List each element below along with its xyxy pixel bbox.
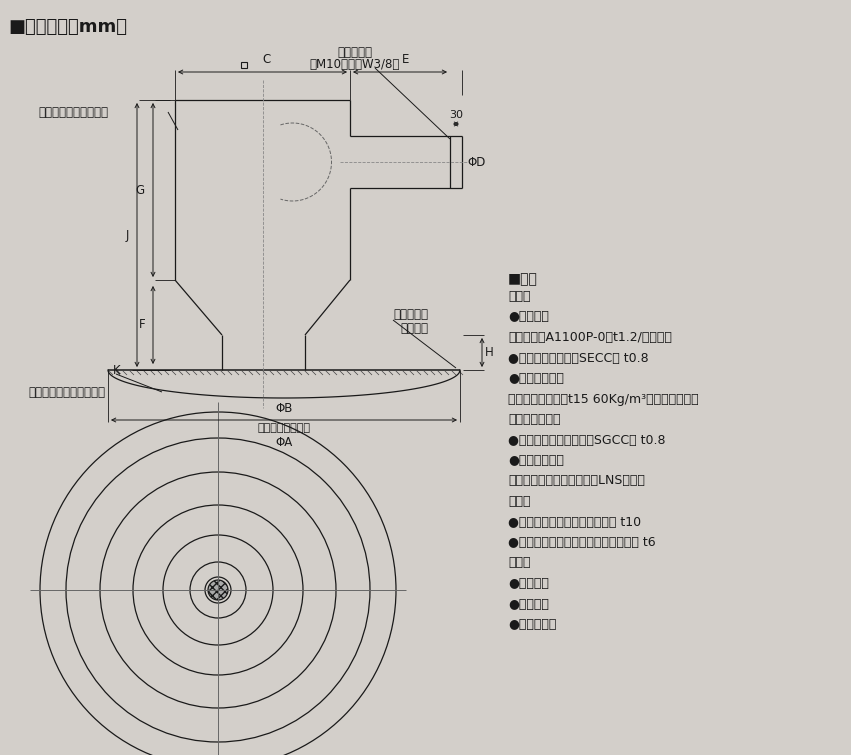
Text: K: K (112, 363, 120, 377)
Text: ΦD: ΦD (467, 156, 485, 168)
Text: アルミ（A1100P-0）t1.2/焼付塗装: アルミ（A1100P-0）t1.2/焼付塗装 (508, 331, 672, 344)
Text: ●外面：準不燃軟質ウレタンフォーム t6: ●外面：準不燃軟質ウレタンフォーム t6 (508, 536, 655, 549)
Text: 付属品: 付属品 (508, 556, 530, 569)
Text: ■仕様: ■仕様 (508, 272, 538, 286)
Text: E: E (403, 53, 409, 66)
Text: ●ケーシング：鉱板製（SGCC） t0.8: ●ケーシング：鉱板製（SGCC） t0.8 (508, 433, 665, 446)
Bar (241, 62, 247, 68)
Text: アネモ無結露丸形吹出口: アネモ無結露丸形吹出口 (28, 386, 105, 399)
Text: ●断熱カバー：: ●断熱カバー： (508, 372, 564, 385)
Text: H: H (485, 346, 494, 359)
Text: アネモ吹出チャンバー: アネモ吹出チャンバー (38, 106, 108, 119)
Circle shape (208, 580, 228, 600)
Text: （黒色）: （黒色） (400, 322, 428, 334)
Text: ローノイズシャッター（LNS）布製: ローノイズシャッター（LNS）布製 (508, 474, 645, 488)
Text: （天井開口寸法）: （天井開口寸法） (258, 423, 311, 433)
Text: 吹ボルト穴: 吹ボルト穴 (338, 45, 373, 58)
Text: ●ネック：鉱板製（SECC） t0.8: ●ネック：鉱板製（SECC） t0.8 (508, 352, 648, 365)
Text: ●取付ねじ: ●取付ねじ (508, 577, 549, 590)
Text: ΦA: ΦA (276, 436, 293, 448)
Text: F: F (139, 319, 145, 331)
Text: ●蝶ナット: ●蝶ナット (508, 597, 549, 611)
Text: ΦB: ΦB (276, 402, 293, 415)
Text: 吹出口: 吹出口 (508, 290, 530, 303)
Text: 吹出チャンバー: 吹出チャンバー (508, 413, 561, 426)
Text: グラスウール（t15 60Kg/m³）外面植毛加工: グラスウール（t15 60Kg/m³）外面植毛加工 (508, 393, 699, 405)
Text: （M10またはW3/8）: （M10またはW3/8） (310, 58, 400, 72)
Text: 断熱材: 断熱材 (508, 495, 530, 508)
Text: ■外形寸法（mm）: ■外形寸法（mm） (8, 18, 127, 36)
Text: ●内面：ポリエチレンフォーム t10: ●内面：ポリエチレンフォーム t10 (508, 516, 641, 528)
Text: 断熱カバー: 断熱カバー (393, 309, 428, 322)
Text: ●据付説明書: ●据付説明書 (508, 618, 557, 631)
Text: ●シャッター：: ●シャッター： (508, 454, 564, 467)
Text: G: G (136, 183, 145, 196)
Text: ●吹出口：: ●吹出口： (508, 310, 549, 323)
Text: 30: 30 (449, 110, 463, 120)
Text: C: C (262, 53, 271, 66)
Text: J: J (126, 229, 129, 242)
